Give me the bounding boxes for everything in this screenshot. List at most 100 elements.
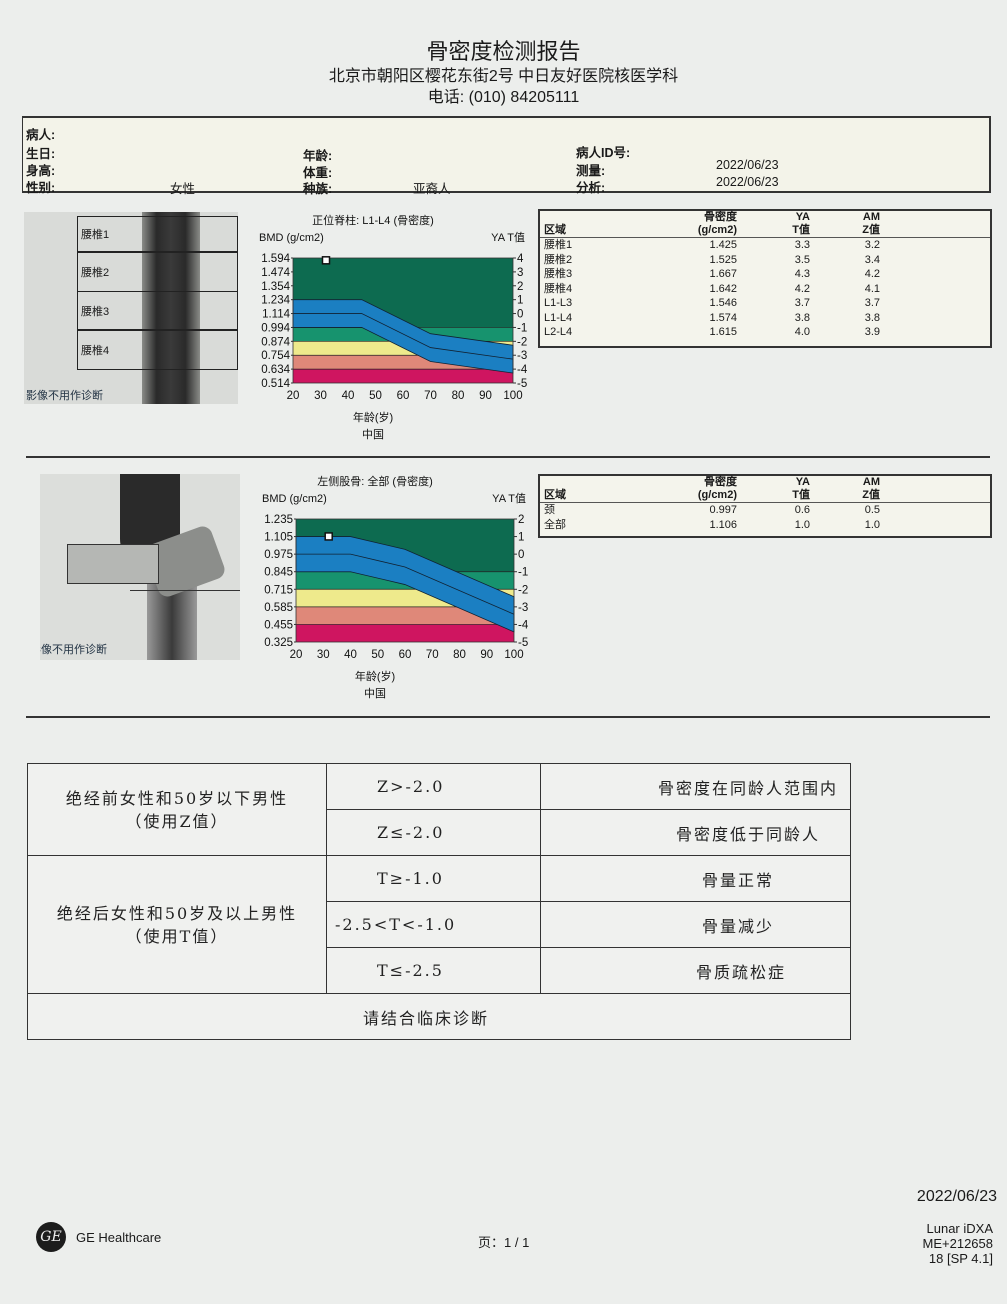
y-axis-label: BMD (g/cm2) (262, 493, 327, 505)
cell-z-score: 3.2 (864, 239, 880, 251)
group-postmenopausal: 绝经后女性和50岁及以上男性 （使用T值） (27, 855, 327, 994)
roi-box (67, 544, 159, 584)
patient-marker (321, 256, 331, 265)
table-row: 全部 1.106 1.0 1.0 (540, 518, 990, 533)
patient-id-label: 病人ID号: (576, 146, 631, 160)
cell-bmd: 1.525 (709, 253, 737, 266)
vertebra-box-l4: 腰椎4 (77, 330, 238, 370)
x-tick-label: 70 (424, 390, 437, 402)
x-tick-label: 50 (371, 649, 384, 661)
vertebra-box-l3: 腰椎3 (77, 291, 238, 330)
condition: T≥-1.0 (325, 855, 542, 902)
table-row: L1-L4 1.574 3.8 3.8 (540, 311, 990, 326)
age-label: 年龄: (303, 149, 333, 163)
x-tick-label: 60 (399, 649, 412, 661)
condition: -2.5<T<-1.0 (325, 901, 542, 948)
cell-t-score: 3.5 (794, 253, 810, 266)
cell-bmd: 1.642 (709, 282, 737, 295)
ethnicity-label: 种族: (303, 182, 333, 196)
y2-tick-label: -5 (518, 637, 528, 649)
measured-label: 测量: (576, 164, 606, 178)
result: 骨量减少 (540, 901, 851, 948)
ge-logo: GE (36, 1222, 66, 1252)
y-tick-label: 0.514 (261, 378, 290, 390)
spine-scan-image: 腰椎1 腰椎2 腰椎3 腰椎4 影像不用作诊断 (24, 212, 238, 404)
y2-tick-label: -2 (518, 584, 528, 596)
device-info: Lunar iDXA ME+212658 18 [SP 4.1] (923, 1221, 993, 1266)
vertebra-label: 腰椎3 (81, 305, 110, 318)
x-tick-label: 50 (369, 390, 382, 402)
cell-bmd: 1.546 (709, 297, 737, 309)
y-tick-label: 0.845 (264, 567, 293, 579)
y-tick-label: 0.715 (264, 584, 293, 596)
spine-column (142, 212, 200, 404)
x-tick-label: 30 (317, 649, 330, 661)
table-row: 腰椎3 1.667 4.3 4.2 (540, 267, 990, 282)
x-tick-label: 70 (426, 649, 439, 661)
roi-line (130, 590, 240, 591)
section-divider (26, 456, 990, 458)
x-tick-label: 60 (397, 390, 410, 402)
reference-population: 中国 (364, 687, 386, 700)
cell-z-score: 3.8 (864, 311, 880, 324)
report-title: 骨密度检测报告 (426, 39, 581, 64)
result: 骨量正常 (540, 855, 851, 902)
image-disclaimer: 影像不用作诊断 (26, 390, 103, 402)
y2-tick-label: 0 (517, 309, 523, 321)
y2-tick-label: -4 (517, 364, 528, 376)
result: 骨密度低于同龄人 (540, 809, 851, 856)
cell-region: 腰椎1 (544, 239, 573, 251)
col-region: 区域 (544, 224, 566, 236)
chart-title: 左侧股骨: 全部 (骨密度) (317, 474, 433, 488)
chart-title: 正位脊柱: L1-L4 (骨密度) (312, 213, 434, 227)
cell-bmd: 1.425 (709, 239, 737, 251)
y-tick-label: 0.455 (264, 619, 293, 631)
vertebra-box-l1: 腰椎1 (77, 216, 238, 252)
patient-marker (324, 532, 333, 541)
table-row: 颈 0.997 0.6 0.5 (540, 503, 990, 518)
col-region: 区域 (544, 489, 566, 501)
dob-label: 生日: (26, 147, 56, 161)
patient-info-box: 病人: 生日: 身高: 性别: 女性 年龄: 体重: 种族: 亚裔人 病人ID号… (22, 116, 991, 196)
y2-tick-label: -2 (517, 336, 527, 348)
cell-t-score: 3.7 (794, 297, 810, 309)
cell-z-score: 0.5 (864, 504, 880, 516)
y2-tick-label: -1 (518, 567, 528, 579)
result: 骨质疏松症 (540, 947, 851, 994)
plot-frame (292, 257, 514, 384)
hospital-phone: 电话: (010) 84205111 (427, 89, 580, 106)
cell-t-score: 3.3 (794, 239, 810, 251)
col-ya-t: YA T值 (792, 211, 810, 236)
cell-region: 全部 (544, 518, 566, 531)
ethnicity-value: 亚裔人 (413, 182, 451, 196)
cell-region: 颈 (544, 504, 555, 516)
cell-z-score: 3.9 (864, 326, 880, 338)
cell-t-score: 0.6 (794, 504, 810, 516)
x-axis-label: 年龄(岁) (353, 410, 393, 424)
col-bmd: 骨密度 (g/cm2) (697, 476, 737, 501)
cell-t-score: 1.0 (794, 518, 810, 531)
y2-axis-label: YA T值 (492, 492, 526, 505)
x-tick-label: 90 (480, 649, 493, 661)
group-premenopausal: 绝经前女性和50岁以下男性 （使用Z值） (27, 763, 327, 856)
y2-tick-label: -3 (518, 602, 528, 614)
y-tick-label: 0.994 (261, 322, 290, 334)
band-t-minus4 (293, 369, 513, 383)
sex-label: 性别: (26, 181, 56, 195)
cell-bmd: 1.106 (709, 518, 737, 531)
y-tick-label: 1.594 (261, 253, 290, 265)
spine-results-table: 区域 骨密度 (g/cm2) YA T值 AM Z值 腰椎1 1.425 3.3 3.2 腰椎… (538, 209, 992, 348)
table-row: 腰椎2 1.525 3.5 3.4 (540, 253, 990, 268)
criteria-row: Z≤-2.0 骨密度低于同龄人 (28, 809, 851, 856)
cell-z-score: 3.7 (864, 297, 880, 309)
diagnosis-criteria-table: 绝经前女性和50岁以下男性 （使用Z值） Z>-2.0 骨密度在同龄人范围内 Z… (27, 763, 851, 1040)
weight-label: 体重: (303, 166, 333, 180)
cell-region: 腰椎2 (544, 253, 573, 266)
cell-z-score: 3.4 (864, 253, 880, 266)
y-tick-label: 1.235 (264, 514, 293, 526)
y2-tick-label: 1 (517, 295, 523, 307)
clinical-note: 请结合临床诊断 (27, 993, 851, 1040)
criteria-row: 绝经前女性和50岁以下男性 （使用Z值） Z>-2.0 骨密度在同龄人范围内 (27, 763, 851, 856)
y2-tick-label: 1 (518, 532, 524, 544)
